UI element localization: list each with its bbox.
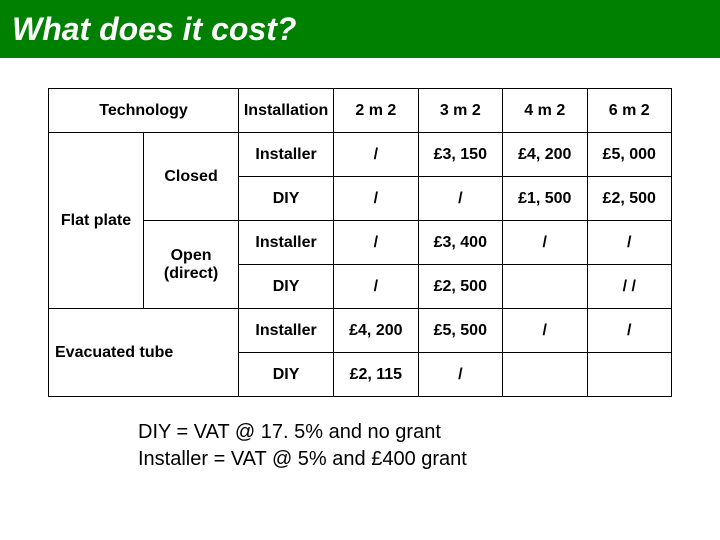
notes: DIY = VAT @ 17. 5% and no grant Installe… <box>138 419 672 473</box>
cell: / <box>334 221 418 265</box>
cell: / <box>503 309 587 353</box>
cell: / <box>587 221 672 265</box>
header-4m2: 4 m 2 <box>503 89 587 133</box>
install-label: DIY <box>239 177 334 221</box>
note-diy: DIY = VAT @ 17. 5% and no grant <box>138 419 672 446</box>
table-row: Flat plate Closed Installer / £3, 150 £4… <box>49 133 672 177</box>
cell: / <box>503 221 587 265</box>
tech-flat-plate: Flat plate <box>49 133 144 309</box>
cell: £5, 000 <box>587 133 672 177</box>
cell: / <box>418 177 502 221</box>
title-bar: What does it cost? <box>0 0 720 58</box>
header-3m2: 3 m 2 <box>418 89 502 133</box>
install-label: DIY <box>239 265 334 309</box>
install-label: Installer <box>239 133 334 177</box>
header-installation: Installation <box>239 89 334 133</box>
install-label: Installer <box>239 309 334 353</box>
content-area: Technology Installation 2 m 2 3 m 2 4 m … <box>0 58 720 483</box>
cell: £3, 400 <box>418 221 502 265</box>
cell: £4, 200 <box>503 133 587 177</box>
tech-open: Open (direct) <box>144 221 239 309</box>
cell: £2, 500 <box>587 177 672 221</box>
table-row: Evacuated tube Installer £4, 200 £5, 500… <box>49 309 672 353</box>
cost-table: Technology Installation 2 m 2 3 m 2 4 m … <box>48 88 672 397</box>
cell: / <box>587 309 672 353</box>
tech-evacuated: Evacuated tube <box>49 309 239 397</box>
cell: / <box>334 133 418 177</box>
header-technology: Technology <box>49 89 239 133</box>
cell <box>503 353 587 397</box>
cell: £5, 500 <box>418 309 502 353</box>
cell: / <box>334 265 418 309</box>
table-header-row: Technology Installation 2 m 2 3 m 2 4 m … <box>49 89 672 133</box>
cell: £4, 200 <box>334 309 418 353</box>
cell: / <box>418 353 502 397</box>
page-title: What does it cost? <box>12 11 296 48</box>
cell: £1, 500 <box>503 177 587 221</box>
cell: / / <box>587 265 672 309</box>
cell: / <box>334 177 418 221</box>
install-label: DIY <box>239 353 334 397</box>
cell: £2, 115 <box>334 353 418 397</box>
install-label: Installer <box>239 221 334 265</box>
cell <box>587 353 672 397</box>
cell: £2, 500 <box>418 265 502 309</box>
note-installer: Installer = VAT @ 5% and £400 grant <box>138 446 672 473</box>
cell <box>503 265 587 309</box>
cell: £3, 150 <box>418 133 502 177</box>
header-6m2: 6 m 2 <box>587 89 672 133</box>
header-2m2: 2 m 2 <box>334 89 418 133</box>
tech-closed: Closed <box>144 133 239 221</box>
